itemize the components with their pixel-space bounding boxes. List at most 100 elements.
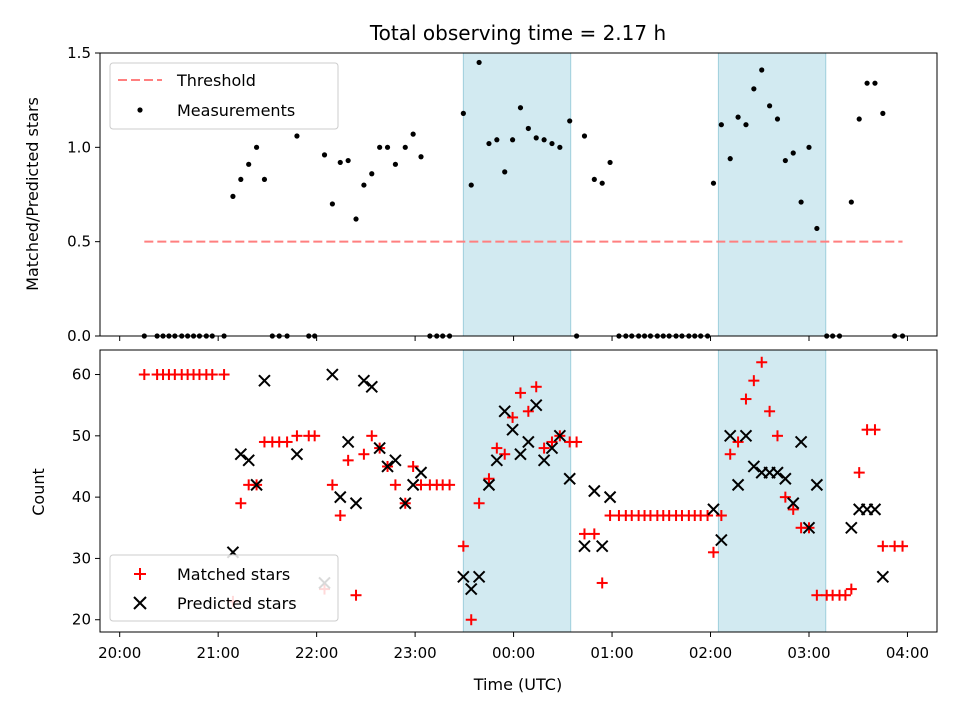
matched-star-point bbox=[707, 546, 719, 558]
measurement-point bbox=[294, 133, 300, 139]
counts-y-tick-label: 40 bbox=[72, 488, 91, 506]
x-tick-label: 21:00 bbox=[197, 644, 240, 662]
predicted-star-point bbox=[868, 503, 882, 516]
predicted-star-point bbox=[514, 448, 527, 461]
ratio-y-ticks: 0.0 0.5 1.0 1.5 bbox=[67, 44, 100, 345]
matched-star-point bbox=[389, 479, 401, 491]
measurement-point bbox=[533, 135, 539, 141]
predicted-star-point bbox=[707, 503, 720, 516]
measurement-point bbox=[418, 154, 424, 160]
predicted-star-point bbox=[739, 429, 753, 443]
matched-star-point bbox=[724, 448, 736, 460]
matched-star-point bbox=[748, 375, 760, 387]
predicted-star-point bbox=[326, 368, 339, 381]
ratio-shaded-regions bbox=[462, 52, 827, 337]
predicted-star-point bbox=[457, 570, 470, 584]
counts-legend-box bbox=[109, 554, 339, 622]
predicted-star-point bbox=[537, 454, 551, 467]
ratio-y-tick-label: 0.0 bbox=[67, 327, 91, 345]
matched-star-point bbox=[491, 442, 503, 454]
measurement-point bbox=[872, 80, 878, 86]
ratio-shaded-region-1 bbox=[462, 52, 572, 337]
matched-star-point bbox=[465, 614, 477, 626]
measurement-point bbox=[476, 59, 482, 66]
matched-star-point bbox=[473, 497, 485, 509]
counts-shaded-region-1 bbox=[462, 349, 572, 633]
measurement-point bbox=[782, 157, 788, 164]
measurement-point bbox=[253, 144, 260, 150]
x-tick-label: 23:00 bbox=[393, 644, 436, 662]
ratio-y-axis-label: Matched/Predicted stars bbox=[23, 97, 42, 291]
predicted-star-point bbox=[506, 423, 519, 436]
measurement-point bbox=[718, 122, 724, 128]
matched-star-point bbox=[218, 369, 230, 381]
measurement-point bbox=[710, 180, 717, 186]
matched-star-point bbox=[740, 393, 752, 405]
counts-y-tick-label: 30 bbox=[72, 549, 91, 567]
measurement-point bbox=[549, 140, 555, 147]
measurement-point bbox=[814, 225, 820, 232]
counts-y-tick-label: 20 bbox=[72, 611, 91, 629]
measurement-point bbox=[246, 161, 252, 167]
predicted-star-point bbox=[242, 454, 255, 467]
measurement-point bbox=[864, 80, 870, 86]
matched-star-point bbox=[281, 436, 293, 448]
predicted-star-point bbox=[578, 539, 591, 553]
predicted-star-point bbox=[530, 398, 543, 412]
matched-star-point bbox=[522, 405, 534, 417]
measurement-point bbox=[581, 133, 588, 139]
measurement-point bbox=[384, 144, 391, 150]
counts-y-tick-label: 50 bbox=[72, 427, 91, 445]
measurement-point bbox=[790, 150, 796, 156]
predicted-star-point bbox=[771, 466, 784, 479]
measurement-point bbox=[880, 110, 886, 116]
measurement-point bbox=[599, 180, 605, 186]
predicted-star-point bbox=[381, 460, 394, 473]
matched-star-point bbox=[407, 460, 419, 472]
count-points bbox=[138, 356, 909, 626]
matched-star-point bbox=[291, 430, 303, 442]
counts-y-tick-label: 60 bbox=[72, 366, 91, 384]
matched-star-point bbox=[787, 503, 799, 515]
counts-panel: 20 30 40 50 60 20:00 21:00 22:00 23:00 00:00 01:0… bbox=[29, 349, 938, 694]
x-axis-label: Time (UTC) bbox=[473, 675, 562, 694]
predicted-legend-swatch bbox=[133, 596, 147, 610]
measurement-point bbox=[502, 169, 508, 175]
measurement-point bbox=[321, 152, 328, 158]
predicted-star-point bbox=[845, 521, 858, 534]
matched-star-point bbox=[756, 356, 768, 368]
matched-star-point bbox=[538, 442, 550, 454]
measurement-point bbox=[541, 137, 547, 143]
predicted-star-point bbox=[787, 497, 800, 510]
matched-star-point bbox=[342, 454, 354, 466]
counts-shaded-region-2 bbox=[717, 349, 827, 633]
predicted-star-point bbox=[731, 478, 745, 492]
measurement-point bbox=[361, 182, 367, 188]
matched-star-point bbox=[869, 424, 881, 436]
x-tick-label: 22:00 bbox=[295, 644, 338, 662]
predicted-star-point bbox=[545, 441, 559, 455]
counts-y-axis-label: Count bbox=[29, 468, 48, 516]
counts-shaded-regions bbox=[462, 349, 827, 633]
ratio-panel: 0.0 0.5 1.0 1.5 Matched/Predicted stars Thr… bbox=[23, 44, 938, 345]
matched-star-point bbox=[309, 430, 321, 442]
matched-star-point bbox=[897, 540, 909, 552]
matched-legend-label: Matched stars bbox=[177, 565, 290, 584]
predicted-star-point bbox=[234, 448, 248, 461]
matched-legend-swatch bbox=[134, 568, 146, 580]
matched-star-point bbox=[138, 369, 150, 381]
ratio-legend-box bbox=[109, 62, 339, 130]
matched-star-point bbox=[839, 589, 851, 601]
predicted-star-point bbox=[258, 374, 271, 387]
measurement-point bbox=[468, 182, 474, 188]
measurement-point bbox=[369, 171, 375, 177]
counts-legend: Matched stars Predicted stars bbox=[109, 554, 339, 622]
measurement-point bbox=[261, 176, 268, 183]
matched-star-point bbox=[334, 510, 346, 522]
matched-star-point bbox=[366, 430, 378, 442]
counts-axes-frame bbox=[99, 349, 938, 633]
matched-star-point bbox=[811, 589, 823, 601]
measurement-point bbox=[377, 144, 383, 150]
matched-star-point bbox=[764, 405, 776, 417]
